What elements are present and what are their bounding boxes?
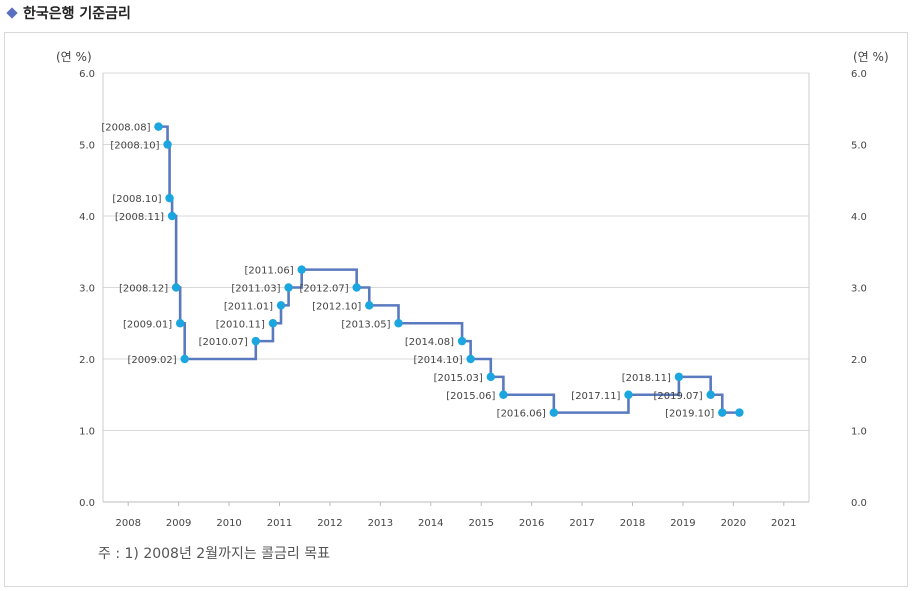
data-label: [2012.07] <box>299 284 348 295</box>
chart-frame <box>4 32 908 587</box>
y-tick-label-right: 3.0 <box>851 284 867 295</box>
data-point <box>171 283 181 292</box>
x-tick-label: 2018 <box>620 518 645 529</box>
rate-step-line <box>158 125 740 414</box>
data-point <box>268 319 278 328</box>
chart-title: 한국은행 기준금리 <box>23 6 131 22</box>
x-tick-label: 2008 <box>115 518 140 529</box>
x-tick-label: 2015 <box>468 518 493 529</box>
data-label: [2012.10] <box>312 301 361 312</box>
y-tick-label-right: 4.0 <box>851 212 867 223</box>
data-point <box>297 265 306 274</box>
data-point <box>499 390 508 399</box>
data-label: [2010.11] <box>216 319 265 330</box>
data-point <box>276 301 286 310</box>
y-tick-label-right: 6.0 <box>851 69 867 80</box>
x-tick-label: 2010 <box>216 518 241 529</box>
data-point <box>624 390 633 399</box>
data-label: [2009.01] <box>123 319 172 330</box>
data-point <box>706 390 715 399</box>
x-tick-label: 2017 <box>569 518 594 529</box>
data-label: [2011.06] <box>245 266 294 277</box>
data-label: [2014.10] <box>413 355 462 366</box>
chart-header: 한국은행 기준금리 <box>6 3 131 23</box>
data-point <box>251 336 260 346</box>
data-label: [2015.06] <box>446 391 495 402</box>
footnote: 주 : 1) 2008년 2월까지는 콜금리 목표 <box>98 546 331 562</box>
y-tick-label-left: 5.0 <box>79 141 95 152</box>
data-point <box>486 372 495 382</box>
data-label: [2009.02] <box>128 355 177 366</box>
data-point <box>167 211 177 221</box>
x-tick-label: 2016 <box>519 518 544 529</box>
x-tick-label: 2014 <box>418 518 443 529</box>
data-point <box>394 319 403 328</box>
y-tick-label-right: 0.0 <box>851 498 867 509</box>
data-point <box>284 283 293 292</box>
x-tick-label: 2012 <box>317 518 342 529</box>
data-label: [2018.11] <box>622 373 671 384</box>
data-point <box>466 354 475 364</box>
data-point <box>180 354 189 364</box>
x-tick-label: 2009 <box>166 518 191 529</box>
data-label: [2008.12] <box>119 284 168 295</box>
x-tick-label: 2020 <box>721 518 746 529</box>
y-tick-label-right: 1.0 <box>851 427 867 438</box>
data-label: [2017.11] <box>571 391 620 402</box>
data-point <box>165 193 174 203</box>
data-label: [2014.08] <box>405 337 454 348</box>
data-point <box>154 122 163 131</box>
y-tick-label-left: 0.0 <box>79 498 95 509</box>
x-tick-label: 2019 <box>670 518 695 529</box>
y-tick-label-right: 5.0 <box>851 141 867 152</box>
data-label: [2011.03] <box>231 284 280 295</box>
data-label: [2013.05] <box>341 319 390 330</box>
data-point <box>549 408 559 417</box>
data-point <box>365 301 374 310</box>
data-label: [2019.07] <box>654 391 703 402</box>
y-tick-label-left: 1.0 <box>79 427 95 438</box>
x-tick-label: 2013 <box>368 518 393 529</box>
data-label: [2008.11] <box>115 212 164 223</box>
y-tick-label-left: 3.0 <box>79 284 95 295</box>
data-point <box>352 283 361 292</box>
y-tick-label-left: 6.0 <box>79 69 95 80</box>
y-axis-label-left: (연 %) <box>56 50 92 64</box>
y-tick-label-left: 2.0 <box>79 355 95 366</box>
x-tick-label: 2011 <box>267 518 292 529</box>
data-label: [2008.08] <box>101 123 150 134</box>
data-point <box>674 372 684 382</box>
data-label: [2016.06] <box>497 409 546 420</box>
y-tick-label-right: 2.0 <box>851 355 867 366</box>
data-point <box>163 140 172 149</box>
data-label: [2015.03] <box>434 373 483 384</box>
y-tick-label-left: 4.0 <box>79 212 95 223</box>
data-point <box>718 408 727 417</box>
data-point <box>175 319 185 328</box>
data-label: [2010.07] <box>199 337 248 348</box>
data-label: [2008.10] <box>112 194 161 205</box>
data-point <box>457 336 467 346</box>
data-point <box>735 408 744 417</box>
y-axis-label-right: (연 %) <box>853 50 889 64</box>
data-label: [2011.01] <box>224 301 273 312</box>
x-tick-label: 2021 <box>771 518 796 529</box>
data-label: [2008.10] <box>110 141 159 152</box>
data-label: [2019.10] <box>665 409 714 420</box>
